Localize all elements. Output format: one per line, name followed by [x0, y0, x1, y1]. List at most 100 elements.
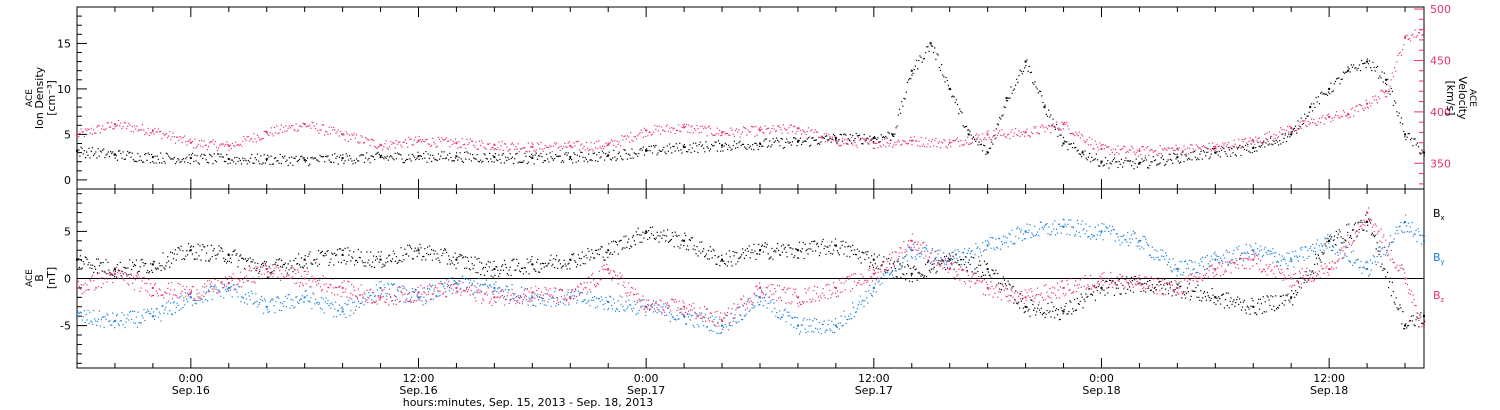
- by-dot: [1333, 239, 1336, 241]
- density-dot: [651, 152, 654, 154]
- velocity-dot: [580, 144, 582, 146]
- density-dot: [285, 160, 287, 163]
- bx-dot: [494, 274, 496, 277]
- by-dot: [124, 327, 126, 329]
- velocity-dot: [243, 135, 245, 138]
- velocity-dot: [137, 130, 139, 132]
- by-dot: [565, 298, 567, 300]
- by-dot: [1399, 225, 1401, 227]
- bx-dot: [235, 254, 237, 256]
- density-dot: [486, 158, 488, 160]
- by-dot: [1352, 250, 1355, 252]
- velocity-dot: [1395, 70, 1397, 72]
- density-dot: [1289, 136, 1291, 138]
- velocity-dot: [1133, 151, 1135, 153]
- by-dot: [1098, 230, 1100, 232]
- density-dot: [135, 160, 137, 162]
- density-dot: [80, 146, 82, 148]
- bx-dot: [418, 252, 420, 254]
- velocity-dot: [350, 138, 352, 140]
- by-dot: [956, 257, 958, 259]
- density-dot: [711, 143, 713, 146]
- velocity-dot: [84, 128, 87, 130]
- density-dot: [622, 159, 624, 161]
- by-dot: [1108, 230, 1110, 233]
- by-dot: [1293, 266, 1295, 268]
- by-dot: [1221, 259, 1223, 262]
- by-dot: [795, 316, 797, 319]
- velocity-dot: [826, 133, 828, 135]
- density-dot: [259, 163, 261, 165]
- by-dot: [903, 257, 905, 259]
- velocity-dot: [540, 141, 542, 144]
- bx-dot: [503, 259, 506, 262]
- bx-dot: [417, 247, 419, 249]
- density-dot: [1401, 123, 1404, 125]
- bx-dot: [453, 264, 455, 266]
- by-dot: [1189, 273, 1191, 275]
- density-dot: [652, 144, 655, 147]
- by-dot: [309, 301, 311, 303]
- by-dot: [824, 331, 826, 333]
- velocity-dot: [1387, 92, 1389, 94]
- by-dot: [596, 306, 599, 308]
- density-dot: [641, 149, 643, 151]
- bx-dot: [112, 274, 114, 276]
- velocity-dot: [1384, 96, 1387, 98]
- density-dot: [1226, 155, 1228, 157]
- by-dot: [946, 266, 949, 268]
- velocity-dot: [937, 142, 939, 144]
- velocity-dot: [201, 139, 203, 142]
- velocity-dot: [1273, 133, 1275, 136]
- velocity-dot: [1037, 132, 1039, 135]
- by-dot: [474, 291, 476, 293]
- density-dot: [1405, 139, 1407, 141]
- bx-dot: [237, 266, 239, 268]
- density-dot: [1318, 103, 1321, 105]
- bx-dot: [591, 249, 593, 251]
- velocity-dot: [255, 141, 257, 143]
- by-dot: [242, 297, 244, 299]
- density-dot: [847, 138, 849, 140]
- bx-dot: [722, 260, 724, 262]
- by-dot: [1220, 257, 1222, 259]
- bx-dot: [159, 265, 161, 267]
- bx-point: [227, 253, 230, 256]
- density-dot: [391, 156, 393, 158]
- density-dot: [1099, 165, 1101, 167]
- density-dot: [1143, 159, 1145, 162]
- density-dot: [1313, 103, 1315, 105]
- by-dot: [954, 249, 956, 251]
- density-dot: [512, 162, 515, 165]
- velocity-dot: [1252, 141, 1255, 143]
- by-dot: [476, 292, 478, 294]
- by-dot: [147, 309, 149, 311]
- bx-dot: [626, 246, 628, 248]
- velocity-dot: [517, 143, 519, 145]
- bx-dot: [842, 240, 844, 242]
- density-dot: [201, 153, 203, 155]
- by-dot: [695, 312, 697, 315]
- bx-dot: [139, 266, 141, 268]
- bx-dot: [706, 258, 709, 260]
- by-dot: [235, 289, 237, 291]
- velocity-dot: [1398, 52, 1400, 55]
- density-dot: [750, 148, 753, 150]
- density-dot: [999, 117, 1001, 119]
- density-dot: [584, 157, 586, 159]
- bx-dot: [734, 251, 736, 253]
- by-point: [227, 286, 230, 289]
- velocity-dot: [553, 142, 556, 144]
- velocity-dot: [1309, 122, 1311, 124]
- bx-dot: [801, 248, 803, 250]
- density-dot: [396, 152, 399, 154]
- by-dot: [626, 308, 628, 310]
- bx-dot: [419, 243, 421, 246]
- by-dot: [394, 299, 396, 302]
- by-dot: [1418, 231, 1420, 233]
- velocity-dot: [560, 145, 562, 147]
- bx-dot: [425, 259, 427, 261]
- by-dot: [1187, 267, 1190, 269]
- bx-dot: [811, 241, 813, 243]
- by-dot: [133, 310, 136, 313]
